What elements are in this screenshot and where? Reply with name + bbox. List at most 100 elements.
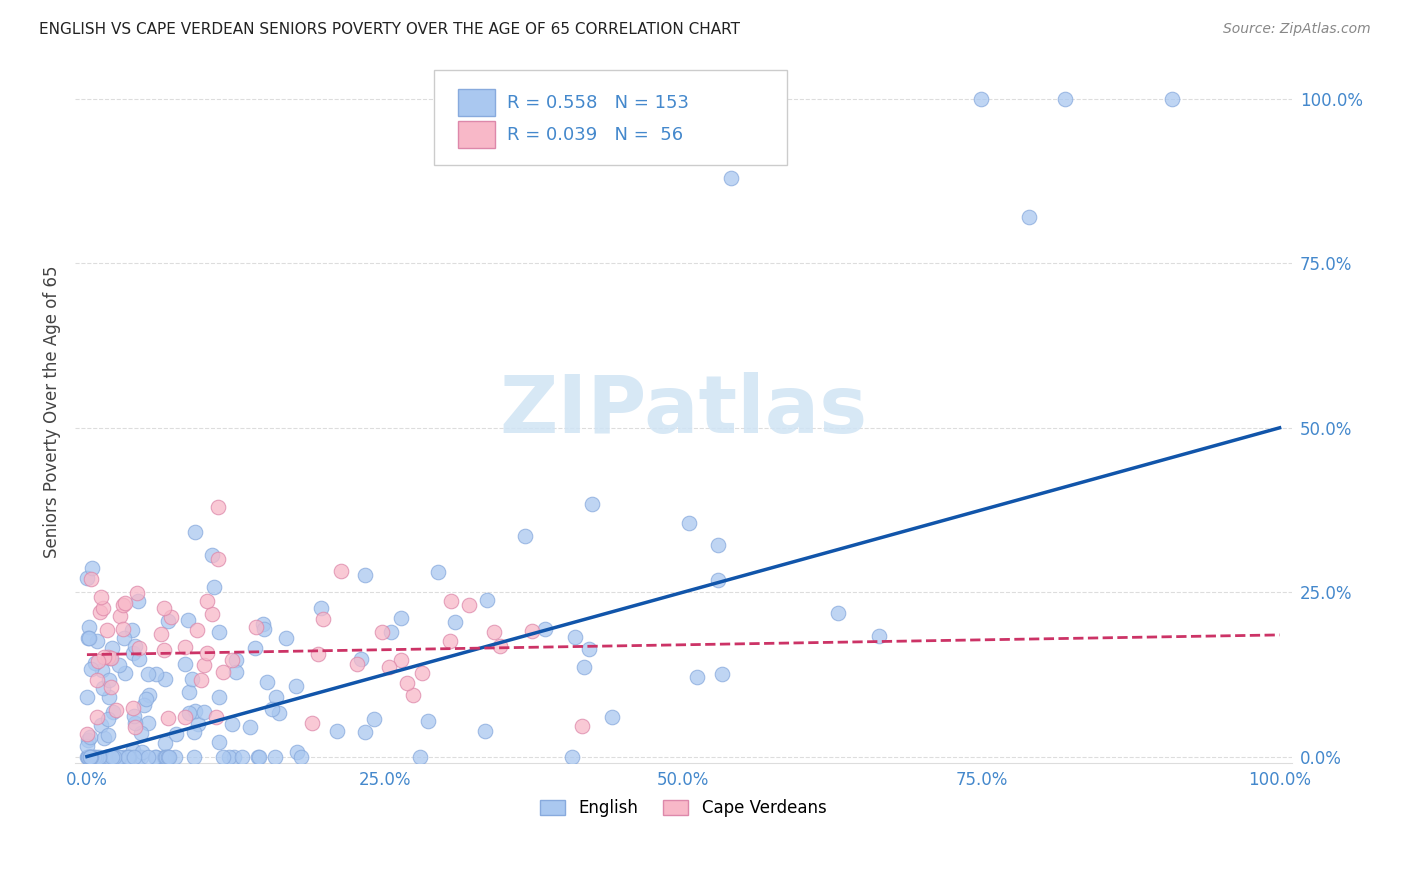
- Point: [207, 500, 229, 514]
- Point: [90, 718, 112, 732]
- Point: [122, 749, 145, 764]
- Point: [105, 702, 128, 716]
- Point: [77, 749, 100, 764]
- Point: [153, 643, 176, 657]
- Point: [94, 749, 117, 764]
- Point: [153, 749, 176, 764]
- Point: [710, 666, 733, 681]
- Point: [114, 665, 136, 680]
- Point: [76, 732, 98, 747]
- Point: [156, 749, 179, 764]
- Point: [312, 612, 335, 626]
- Point: [187, 717, 209, 731]
- Point: [80, 561, 103, 575]
- Point: [190, 673, 212, 688]
- Point: [77, 632, 100, 646]
- Point: [600, 710, 623, 724]
- Point: [173, 657, 195, 672]
- Point: [122, 709, 145, 723]
- Point: [231, 749, 253, 764]
- Point: [127, 594, 149, 608]
- Point: [239, 720, 262, 734]
- Point: [290, 749, 312, 764]
- Point: [163, 749, 186, 764]
- Point: [157, 614, 180, 628]
- Point: [1161, 92, 1184, 106]
- Point: [118, 749, 141, 764]
- Text: R = 0.039   N =  56: R = 0.039 N = 56: [508, 126, 683, 144]
- Point: [222, 749, 245, 764]
- Point: [96, 749, 118, 764]
- Point: [155, 736, 177, 750]
- Point: [97, 728, 120, 742]
- Point: [86, 709, 108, 723]
- Point: [128, 641, 150, 656]
- Point: [121, 701, 143, 715]
- Point: [252, 616, 274, 631]
- Point: [122, 743, 145, 757]
- Point: [409, 749, 432, 764]
- Point: [97, 749, 120, 764]
- Point: [83, 656, 105, 670]
- Point: [100, 680, 122, 694]
- Point: [145, 666, 167, 681]
- Point: [145, 749, 167, 764]
- Point: [207, 552, 229, 566]
- Point: [208, 624, 231, 639]
- Point: [183, 704, 205, 718]
- Point: [128, 652, 150, 666]
- Point: [136, 667, 159, 681]
- Point: [354, 567, 377, 582]
- Point: [561, 749, 583, 764]
- Point: [76, 739, 98, 753]
- Point: [80, 749, 103, 764]
- Point: [221, 717, 243, 731]
- Point: [101, 749, 124, 764]
- Point: [121, 623, 143, 637]
- Point: [402, 688, 425, 702]
- Point: [309, 600, 332, 615]
- Point: [195, 593, 218, 607]
- Point: [136, 749, 159, 764]
- Point: [82, 749, 104, 764]
- Point: [489, 639, 512, 653]
- Point: [156, 711, 179, 725]
- Point: [97, 712, 120, 726]
- Point: [218, 749, 240, 764]
- Point: [108, 749, 131, 764]
- Point: [86, 633, 108, 648]
- Point: [380, 624, 402, 639]
- Point: [225, 665, 247, 679]
- Point: [98, 651, 121, 665]
- FancyBboxPatch shape: [458, 89, 495, 116]
- Point: [87, 749, 110, 764]
- Point: [76, 690, 98, 704]
- Point: [247, 749, 270, 764]
- Point: [93, 681, 115, 696]
- Point: [127, 749, 149, 764]
- Point: [86, 655, 108, 669]
- Text: R = 0.558   N = 153: R = 0.558 N = 153: [508, 94, 689, 112]
- Point: [117, 749, 139, 764]
- Point: [97, 649, 120, 664]
- Point: [117, 749, 139, 764]
- Point: [76, 749, 98, 764]
- Legend: English, Cape Verdeans: English, Cape Verdeans: [531, 790, 835, 825]
- Point: [131, 745, 153, 759]
- Point: [197, 646, 219, 660]
- Point: [90, 591, 112, 605]
- Point: [202, 580, 225, 594]
- Point: [79, 749, 101, 764]
- Point: [79, 573, 101, 587]
- Point: [101, 706, 124, 720]
- Point: [256, 674, 278, 689]
- Point: [97, 673, 120, 687]
- Point: [174, 710, 197, 724]
- Point: [458, 598, 481, 612]
- Point: [150, 627, 173, 641]
- Point: [686, 670, 709, 684]
- Point: [396, 676, 419, 690]
- Point: [112, 622, 135, 636]
- Point: [970, 92, 993, 106]
- Point: [107, 749, 129, 764]
